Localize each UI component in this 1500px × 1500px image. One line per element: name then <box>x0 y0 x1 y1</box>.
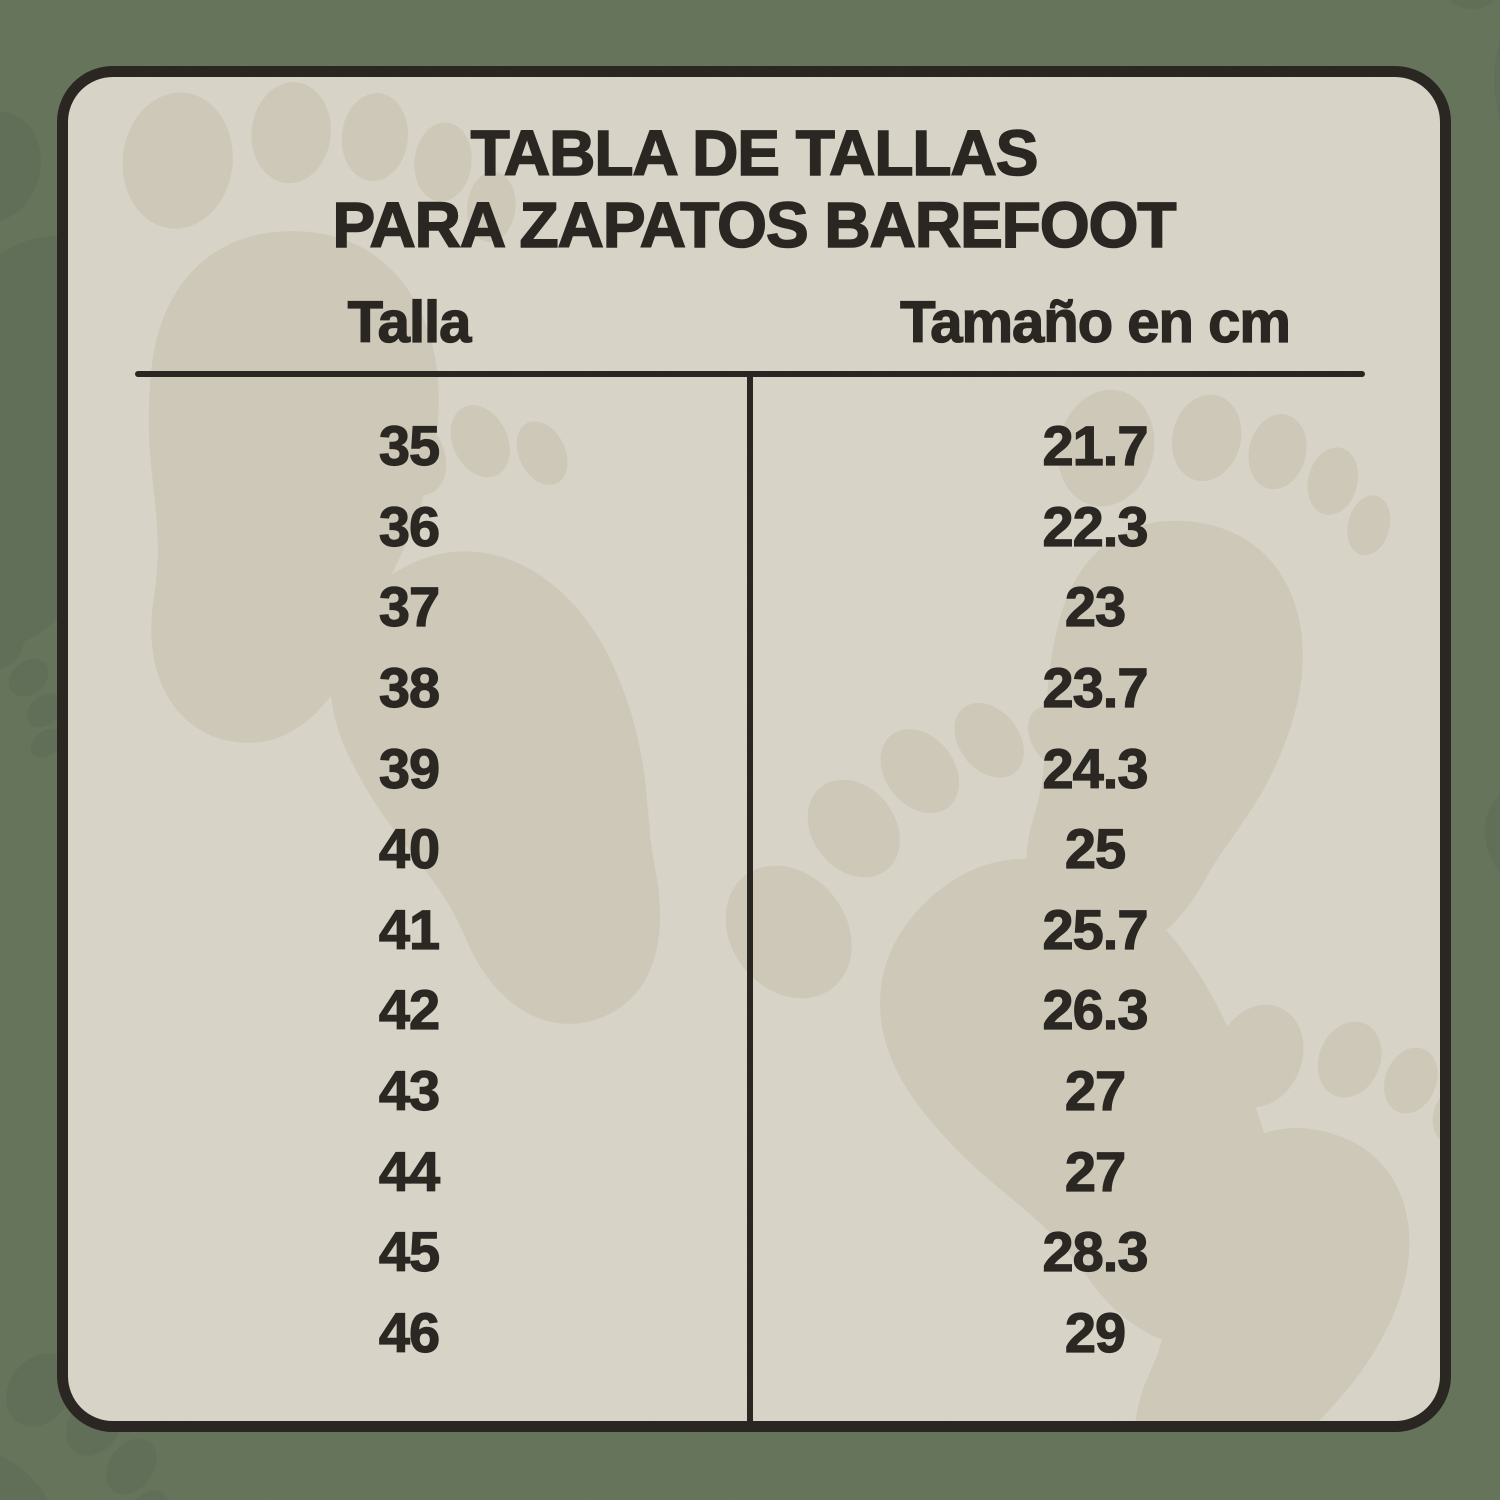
cm-cell: 23 <box>1064 575 1126 639</box>
title-line-1: TABLA DE TALLAS <box>470 116 1039 190</box>
talla-cell: 44 <box>378 1139 440 1203</box>
title-line-2: PARA ZAPATOS BAREFOOT <box>332 188 1178 262</box>
talla-cell: 40 <box>378 817 440 881</box>
table-header-row: Talla Tamaño en cm <box>68 282 1440 362</box>
cm-cell: 26.3 <box>1042 978 1149 1042</box>
cm-cell: 27 <box>1064 1139 1126 1203</box>
table-row: 39 24.3 <box>68 736 1440 800</box>
column-header-talla: Talla <box>347 289 472 355</box>
talla-cell: 36 <box>378 494 440 558</box>
table-row: 37 23 <box>68 574 1440 639</box>
table-row: 44 27 <box>68 1139 1440 1203</box>
talla-cell: 45 <box>378 1220 440 1284</box>
table-row: 45 28.3 <box>68 1219 1440 1284</box>
cm-cell: 22.3 <box>1042 494 1149 558</box>
talla-cell: 41 <box>378 897 440 961</box>
talla-cell: 46 <box>378 1300 440 1364</box>
talla-cell: 38 <box>378 655 440 719</box>
table-row: 35 21.7 <box>68 413 1440 477</box>
table-row: 36 22.3 <box>68 494 1440 558</box>
table-row: 42 26.3 <box>68 977 1440 1042</box>
talla-cell: 37 <box>378 575 440 639</box>
cm-cell: 25.7 <box>1042 897 1149 961</box>
size-chart-card: TABLA DE TALLAS PARA ZAPATOS BAREFOOT Ta… <box>57 66 1451 1432</box>
table-row: 43 27 <box>68 1058 1440 1122</box>
table-rows: 35 21.7 36 22.3 37 23 38 23.7 39 24.3 40 25 41 25.7 42… <box>68 413 1440 1364</box>
talla-cell: 39 <box>378 736 440 800</box>
cm-cell: 28.3 <box>1042 1220 1149 1284</box>
cm-cell: 25 <box>1064 817 1126 881</box>
column-header-cm: Tamaño en cm <box>899 289 1291 355</box>
footprint-watermark <box>1457 644 1500 1275</box>
table-row: 46 29 <box>68 1300 1440 1364</box>
table-row: 38 23.7 <box>68 655 1440 719</box>
talla-cell: 43 <box>378 1058 440 1122</box>
page-title: TABLA DE TALLAS PARA ZAPATOS BAREFOOT <box>68 116 1440 262</box>
cm-cell: 23.7 <box>1042 655 1149 719</box>
cm-cell: 21.7 <box>1042 413 1149 477</box>
talla-cell: 42 <box>378 978 440 1042</box>
cm-cell: 24.3 <box>1042 736 1149 800</box>
table-row: 40 25 <box>68 816 1440 881</box>
cm-cell: 27 <box>1064 1058 1126 1122</box>
cm-cell: 29 <box>1064 1300 1126 1364</box>
talla-cell: 35 <box>378 413 440 477</box>
table-row: 41 25.7 <box>68 897 1440 961</box>
